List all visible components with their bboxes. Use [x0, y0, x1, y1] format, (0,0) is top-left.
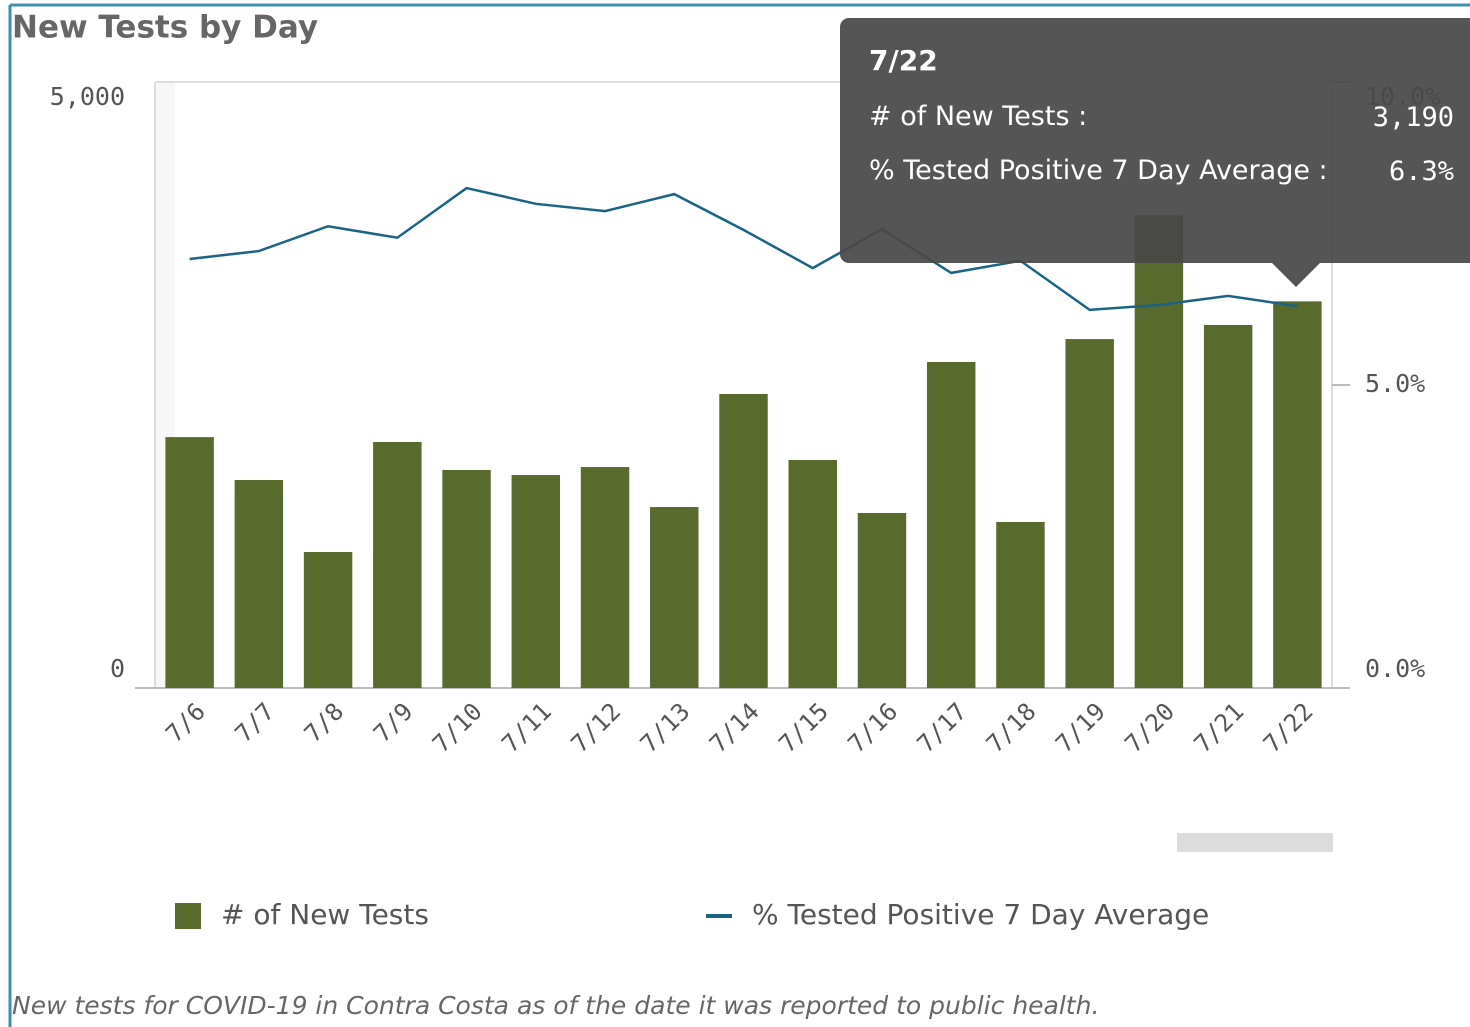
x-tick-label: 7/20 — [1119, 697, 1180, 758]
bar — [857, 512, 907, 688]
bar — [511, 475, 561, 688]
legend-label: % Tested Positive 7 Day Average — [752, 898, 1209, 931]
tooltip: 7/22 # of New Tests : 3,190 % Tested Pos… — [840, 18, 1470, 287]
y2-tick-label: 0.0% — [1365, 654, 1425, 683]
bar — [165, 437, 214, 688]
x-tick-label: 7/12 — [566, 697, 627, 758]
tooltip-arrow — [1272, 263, 1320, 287]
tooltip-row: % Tested Positive 7 Day Average : 6.3% — [869, 151, 1454, 191]
scrollbar[interactable] — [1177, 833, 1333, 852]
tooltip-label: # of New Tests : — [869, 101, 1088, 132]
x-tick-label: 7/16 — [842, 697, 903, 758]
x-tick-label: 7/13 — [635, 697, 696, 758]
tooltip-row: # of New Tests : 3,190 — [869, 97, 1454, 137]
bar — [996, 521, 1045, 688]
bar — [719, 393, 768, 688]
x-tick-label: 7/19 — [1050, 697, 1111, 758]
x-tick-label: 7/9 — [368, 697, 418, 747]
y-tick-label: 5,000 — [50, 82, 125, 111]
x-tick-label: 7/7 — [230, 697, 280, 747]
tooltip-label: % Tested Positive 7 Day Average : — [869, 155, 1328, 186]
bar — [442, 469, 491, 688]
x-tick-label: 7/8 — [299, 697, 349, 747]
bar — [580, 467, 630, 688]
tooltip-title: 7/22 — [869, 44, 938, 77]
y2-tick-label: 5.0% — [1365, 369, 1425, 398]
x-tick-label: 7/14 — [704, 697, 765, 758]
bar — [234, 480, 284, 688]
legend-label: # of New Tests — [221, 898, 429, 931]
legend-swatch — [175, 903, 201, 929]
chart-title: New Tests by Day — [12, 10, 318, 46]
caption: New tests for COVID-19 in Contra Costa a… — [12, 991, 1099, 1020]
x-tick-label: 7/10 — [427, 697, 488, 758]
x-tick-label: 7/6 — [160, 697, 210, 747]
bar — [650, 507, 699, 688]
x-tick-label: 7/17 — [912, 697, 973, 758]
bar — [303, 552, 353, 688]
bar — [1203, 325, 1253, 688]
bar — [926, 361, 976, 688]
line — [189, 186, 1298, 312]
bar — [1065, 339, 1114, 688]
y-tick-label: 0 — [110, 654, 125, 683]
x-tick-label: 7/11 — [496, 697, 557, 758]
bar — [1134, 215, 1184, 688]
bar — [373, 441, 422, 688]
x-tick-label: 7/15 — [773, 697, 834, 758]
x-tick-label: 7/21 — [1189, 697, 1250, 758]
x-tick-label: 7/22 — [1258, 697, 1319, 758]
x-tick-label: 7/18 — [981, 697, 1042, 758]
tooltip-value: 3,190 — [1372, 101, 1454, 133]
bar — [1273, 301, 1322, 688]
tooltip-value: 6.3% — [1388, 155, 1454, 187]
bar — [788, 460, 837, 688]
